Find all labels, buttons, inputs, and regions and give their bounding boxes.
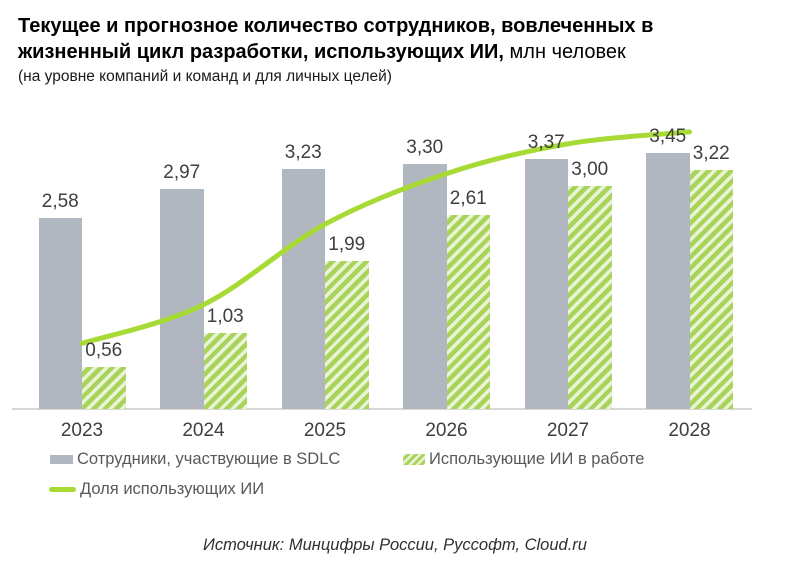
x-axis-label-2024: 2024 [182,420,225,441]
legend-swatch-sdlc-bar [50,454,73,464]
legend-swatch-ai-bar [403,453,425,465]
x-axis-line [12,408,752,410]
bar-label-ai-users-2024: 1,03 [206,305,244,327]
bar-label-ai-users-2026: 2,61 [449,188,487,210]
bar-sdlc-2023 [38,217,82,409]
bar-ai-users-2023 [82,367,126,409]
legend: Сотрудники, участвующие в SDLC Использую… [0,449,790,509]
x-axis-label-2028: 2028 [668,420,711,441]
bar-label-ai-users-2023: 0,56 [85,340,123,362]
legend-item-ai-share: Доля использующих ИИ [49,479,264,499]
source-note: Источник: Минцифры России, Руссофт, Clou… [203,536,587,554]
bar-label-sdlc-2025: 3,23 [284,142,322,164]
legend-row-1: Сотрудники, участвующие в SDLC Использую… [0,449,790,479]
chart-title-line1: Текущее и прогнозное количество сотрудни… [18,15,654,37]
x-axis-label-2023: 2023 [60,420,104,441]
bar-label-sdlc-2026: 3,30 [406,137,444,159]
bar-label-sdlc-2023: 2,58 [41,190,79,212]
legend-label-ai-users: Использующие ИИ в работе [429,449,645,468]
x-axis-label-2025: 2025 [303,420,347,441]
legend-label-sdlc: Сотрудники, участвующие в SDLC [77,449,341,468]
chart-title: Текущее и прогнозное количество сотрудни… [18,13,780,65]
legend-item-sdlc: Сотрудники, участвующие в SDLC [50,449,340,469]
bar-label-ai-users-2025: 1,99 [328,234,366,256]
x-axis-label-2027: 2027 [546,420,590,441]
chart-title-line2: жизненный цикл разработки, использующих … [18,41,504,63]
legend-item-ai-users: Использующие ИИ в работе [403,449,644,469]
bar-label-sdlc-2024: 2,97 [163,161,201,183]
bar-label-sdlc-2027: 3,37 [527,131,565,153]
chart-header: Текущее и прогнозное количество сотрудни… [18,13,780,87]
legend-swatch-share-line [49,486,76,492]
legend-row-2: Доля использующих ИИ [0,479,790,509]
bar-label-ai-users-2027: 3,00 [571,159,609,181]
bar-label-ai-users-2028: 3,22 [692,143,730,165]
bar-ai-users-2028 [689,170,733,409]
chart-subtitle: (на уровне компаний и команд и для личны… [18,68,392,85]
x-axis-label-2026: 2026 [425,420,468,441]
legend-label-ai-share: Доля использующих ИИ [80,479,265,498]
chart-title-unit: млн человек [504,41,626,63]
